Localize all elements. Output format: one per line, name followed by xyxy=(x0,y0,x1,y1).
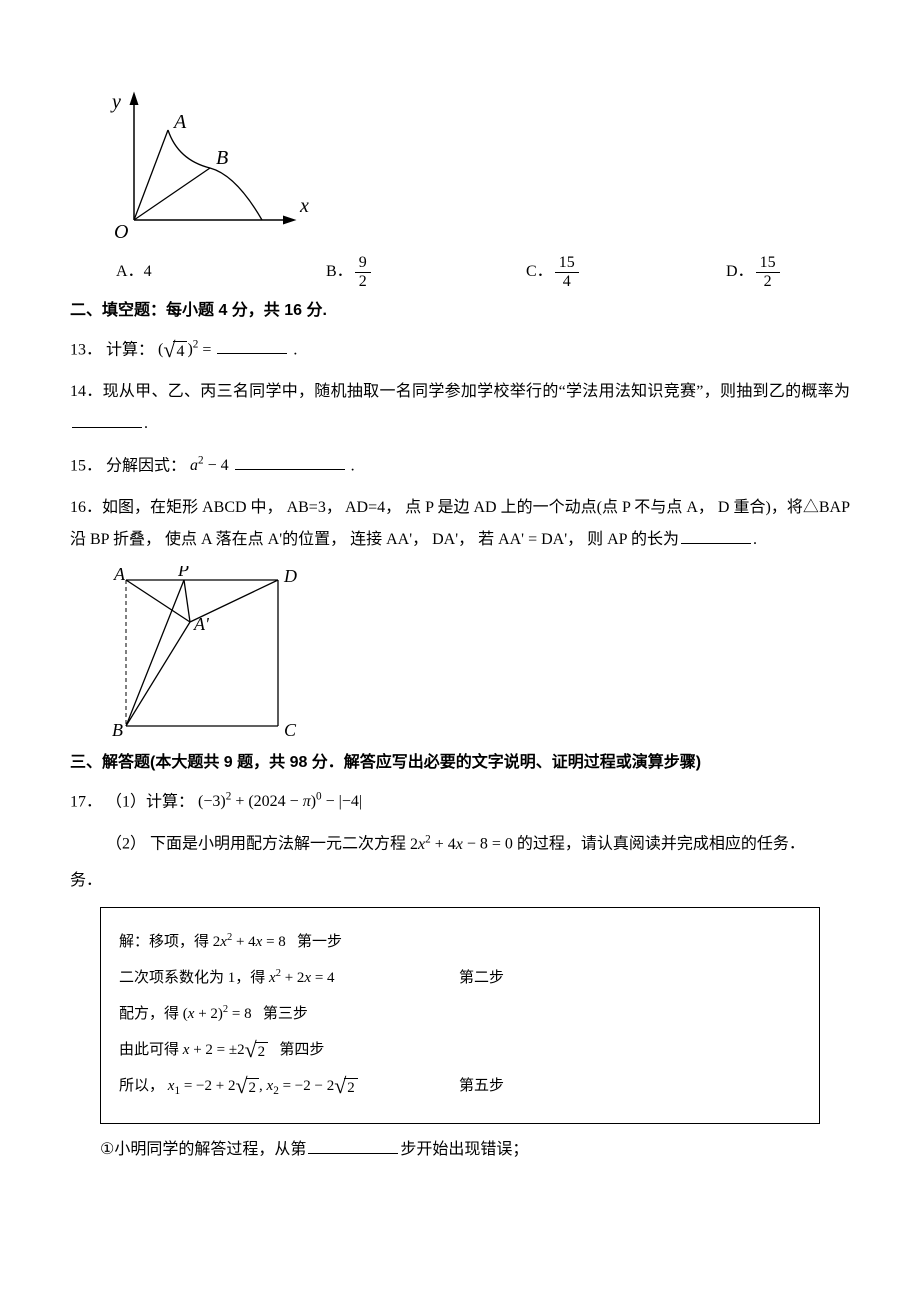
section-3-title: 三、解答题(本大题共 9 题，共 98 分．解答应写出必要的文字说明、证明过程或… xyxy=(70,750,850,776)
q15-blank xyxy=(235,455,345,470)
label-O: O xyxy=(114,221,128,243)
q13-expr: (√4)2 xyxy=(158,341,202,358)
label-B2: B xyxy=(112,720,123,740)
q14-num: 14． xyxy=(70,383,103,400)
box-row-3: 配方，得 (x + 2)2 = 8 第三步 xyxy=(119,996,801,1032)
q17-p1: 17． （1）计算： (−3)2 + (2024 − π)0 − |−4| xyxy=(70,786,850,818)
box-row-2: 二次项系数化为 1，得 x2 + 2x = 4 第二步 xyxy=(119,960,801,996)
box-l3: 配方，得 (x + 2)2 = 8 第三步 xyxy=(119,996,459,1032)
q17-p1-label: （1）计算： xyxy=(106,793,198,810)
q12-options: A． 4 B． 9 2 C． 15 4 D． 15 2 xyxy=(116,254,850,290)
q17-follow-t2: 步开始出现错误； xyxy=(400,1141,528,1158)
q17-follow: ①小明同学的解答过程，从第 步开始出现错误； xyxy=(100,1134,850,1166)
q16-num: 16． xyxy=(70,499,102,516)
q17-p2-eq: 2x2 + 4x xyxy=(410,836,467,853)
box-row-5: 所以， x1 = −2 + 2√2, x2 = −2 − 2√2 第五步 xyxy=(119,1068,801,1105)
option-D: D． 15 2 xyxy=(726,254,782,290)
box-row-1: 解：移项，得 2x2 + 4x = 8 第一步 xyxy=(119,924,801,960)
box-r5: 第五步 xyxy=(459,1068,801,1105)
label-x: x xyxy=(299,195,309,217)
q15-text: 分解因式： xyxy=(106,457,190,474)
q17-p2-intro: （2） 下面是小明用配方法解一元二次方程 xyxy=(106,836,410,853)
curve xyxy=(168,130,262,220)
option-B: B． 9 2 xyxy=(326,254,526,290)
label-C: C xyxy=(284,720,297,740)
q17-num: 17． xyxy=(70,793,102,810)
box-l2: 二次项系数化为 1，得 x2 + 2x = 4 xyxy=(119,960,459,996)
box-l5: 所以， x1 = −2 + 2√2, x2 = −2 − 2√2 xyxy=(119,1068,459,1105)
q14: 14．现从甲、乙、丙三名同学中，随机抽取一名同学参加学校举行的“学法用法知识竞赛… xyxy=(70,376,850,440)
q17-p2-tail2: 务． xyxy=(70,865,850,897)
box-r2: 第二步 xyxy=(459,960,801,996)
option-A: A． 4 xyxy=(116,254,326,290)
q17-p2-tail: − 8 = 0 的过程，请认真阅读并完成相应的任务． xyxy=(467,836,805,853)
q13-pre: 计算： xyxy=(106,341,158,358)
q15: 15． 分解因式： a2 − 4 . xyxy=(70,450,850,482)
q16-figure: A P D B C A' xyxy=(106,566,316,742)
q13: 13． 计算： (√4)2 = . xyxy=(70,334,850,366)
option-C: C． 15 4 xyxy=(526,254,726,290)
section-2-title: 二、填空题：每小题 4 分，共 16 分. xyxy=(70,298,850,324)
label-P: P xyxy=(177,566,189,580)
q13-eq: = xyxy=(202,341,215,358)
line-BAprime xyxy=(126,622,190,726)
box-row-4: 由此可得 x + 2 = ±2√2 第四步 xyxy=(119,1032,801,1068)
label-B: B xyxy=(216,147,228,169)
q15-num: 15． xyxy=(70,457,102,474)
line-OB xyxy=(134,168,210,220)
option-A-value: 4 xyxy=(144,259,152,285)
label-A2: A xyxy=(113,566,126,584)
q14-text: 现从甲、乙、丙三名同学中，随机抽取一名同学参加学校举行的“学法用法知识竞赛”，则… xyxy=(103,383,850,400)
option-B-frac: 9 2 xyxy=(355,254,371,290)
option-C-frac: 15 4 xyxy=(555,254,579,290)
q12-figure: y x O A B xyxy=(106,86,316,248)
line-BP xyxy=(126,580,184,726)
option-C-label: C． xyxy=(526,259,553,285)
q15-expr: a2 − 4 xyxy=(190,457,233,474)
q17-p2: （2） 下面是小明用配方法解一元二次方程 2x2 + 4x − 8 = 0 的过… xyxy=(106,828,850,860)
option-B-label: B． xyxy=(326,259,353,285)
q17-box: 解：移项，得 2x2 + 4x = 8 第一步 二次项系数化为 1，得 x2 +… xyxy=(100,907,820,1124)
q17-follow-t1: 小明同学的解答过程，从第 xyxy=(114,1141,306,1158)
option-D-frac: 15 2 xyxy=(756,254,780,290)
line-OA xyxy=(134,130,168,220)
label-D: D xyxy=(283,566,297,586)
line-AAprime xyxy=(126,580,190,622)
box-l1: 解：移项，得 2x2 + 4x = 8 第一步 xyxy=(119,924,459,960)
q17-follow-blank xyxy=(308,1138,398,1153)
q14-blank xyxy=(72,413,142,428)
q13-blank xyxy=(217,339,287,354)
q17-p1-expr: (−3)2 + (2024 − π)0 − |−4| xyxy=(198,793,362,810)
q16: 16．如图，在矩形 ABCD 中， AB=3， AD=4， 点 P 是边 AD … xyxy=(70,492,850,556)
q16-blank xyxy=(681,529,751,544)
line-PAprime xyxy=(184,580,190,622)
label-y: y xyxy=(110,91,121,113)
box-l4: 由此可得 x + 2 = ±2√2 第四步 xyxy=(119,1032,459,1068)
option-D-label: D． xyxy=(726,259,754,285)
label-Aprime: A' xyxy=(193,614,210,634)
circle-1: ① xyxy=(100,1134,114,1166)
option-A-label: A． xyxy=(116,259,144,285)
q13-num: 13． xyxy=(70,341,102,358)
label-A: A xyxy=(172,111,187,133)
